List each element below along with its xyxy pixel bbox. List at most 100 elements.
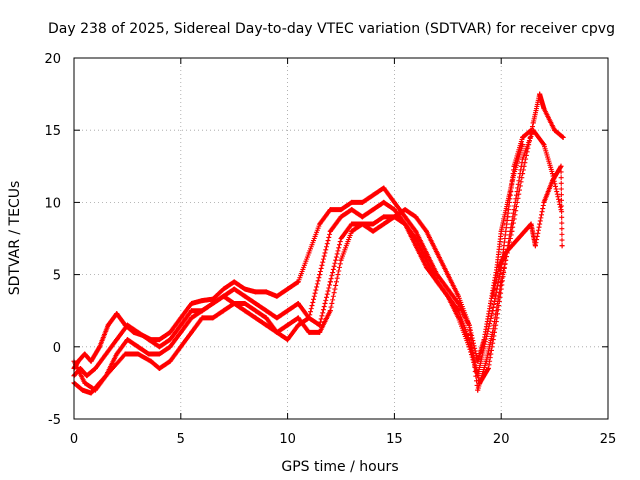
data-point xyxy=(242,286,248,292)
data-point xyxy=(285,322,291,328)
data-point xyxy=(498,228,504,234)
data-point xyxy=(146,337,152,343)
data-point xyxy=(114,337,120,343)
data-point xyxy=(455,315,461,321)
data-point xyxy=(490,293,496,299)
data-point xyxy=(423,257,429,263)
data-point xyxy=(295,322,301,328)
data-point xyxy=(105,322,111,328)
data-marks xyxy=(71,91,566,396)
data-point xyxy=(402,214,408,220)
data-point xyxy=(327,308,333,314)
data-point xyxy=(263,308,269,314)
data-point xyxy=(445,293,451,299)
data-point xyxy=(199,298,205,304)
data-point xyxy=(167,329,173,335)
data-point xyxy=(370,221,376,227)
data-point xyxy=(338,214,344,220)
data-point xyxy=(502,250,508,256)
tick-label-y: 0 xyxy=(53,341,61,356)
data-point xyxy=(88,390,94,396)
data-point xyxy=(156,337,162,343)
tick-label-x: 25 xyxy=(600,432,617,447)
data-point xyxy=(103,351,109,357)
data-point xyxy=(210,300,216,306)
data-point xyxy=(124,337,130,343)
data-point xyxy=(413,236,419,241)
data-point xyxy=(370,228,376,234)
data-point xyxy=(466,322,472,328)
data-point xyxy=(167,344,173,350)
data-point xyxy=(274,329,280,335)
data-point xyxy=(156,365,162,371)
data-point xyxy=(178,344,184,350)
data-point xyxy=(285,337,291,343)
data-point xyxy=(505,214,511,220)
data-point xyxy=(391,214,397,220)
data-point xyxy=(84,373,90,379)
data-point xyxy=(285,286,291,292)
data-point xyxy=(167,358,173,364)
data-point xyxy=(541,106,547,112)
data-point xyxy=(114,311,120,317)
data-point xyxy=(370,192,376,198)
tick-label-y: 20 xyxy=(44,52,61,67)
data-point xyxy=(221,293,227,299)
series-trace-e xyxy=(490,163,565,299)
data-point xyxy=(477,380,483,386)
tick-label-y: 5 xyxy=(53,269,61,284)
data-point xyxy=(92,365,98,371)
data-point xyxy=(466,344,472,350)
data-point xyxy=(338,207,344,213)
data-point xyxy=(381,214,387,220)
data-point xyxy=(199,315,205,321)
data-point xyxy=(391,199,397,205)
data-point xyxy=(423,228,429,234)
data-point xyxy=(515,236,521,241)
data-point xyxy=(97,344,103,350)
data-point xyxy=(231,286,237,292)
data-point xyxy=(274,315,280,321)
plot-frame xyxy=(73,57,609,420)
data-point xyxy=(541,199,547,205)
data-point xyxy=(274,293,280,299)
series-trace xyxy=(71,127,534,379)
data-point xyxy=(558,163,564,169)
data-point xyxy=(317,221,323,227)
data-point xyxy=(75,358,81,364)
data-point xyxy=(317,329,323,335)
data-point xyxy=(349,228,355,234)
data-point xyxy=(520,156,526,162)
series-trace-b xyxy=(71,127,534,379)
data-point xyxy=(231,300,237,306)
data-point xyxy=(221,286,227,292)
data-point xyxy=(188,308,194,314)
data-point xyxy=(103,373,109,379)
data-point xyxy=(306,329,312,335)
data-point xyxy=(92,387,98,393)
data-point xyxy=(402,221,408,227)
data-point xyxy=(359,214,365,220)
data-point xyxy=(285,308,291,314)
data-point xyxy=(306,315,312,321)
tick-label-x: 20 xyxy=(493,432,510,447)
data-point xyxy=(242,293,248,299)
data-point xyxy=(530,127,536,133)
data-point xyxy=(178,315,184,321)
tick-label-y: 10 xyxy=(44,196,61,211)
data-point xyxy=(549,178,555,184)
data-point xyxy=(253,315,259,321)
data-point xyxy=(496,264,502,270)
data-point xyxy=(511,207,517,213)
data-point xyxy=(317,272,323,278)
data-point xyxy=(381,221,387,227)
data-point xyxy=(231,279,237,285)
data-point xyxy=(349,207,355,213)
tick-label-x: 15 xyxy=(386,432,403,447)
data-point xyxy=(532,243,538,249)
data-point xyxy=(338,257,344,263)
data-point xyxy=(242,308,248,314)
data-point xyxy=(541,142,547,148)
data-point xyxy=(549,171,555,177)
